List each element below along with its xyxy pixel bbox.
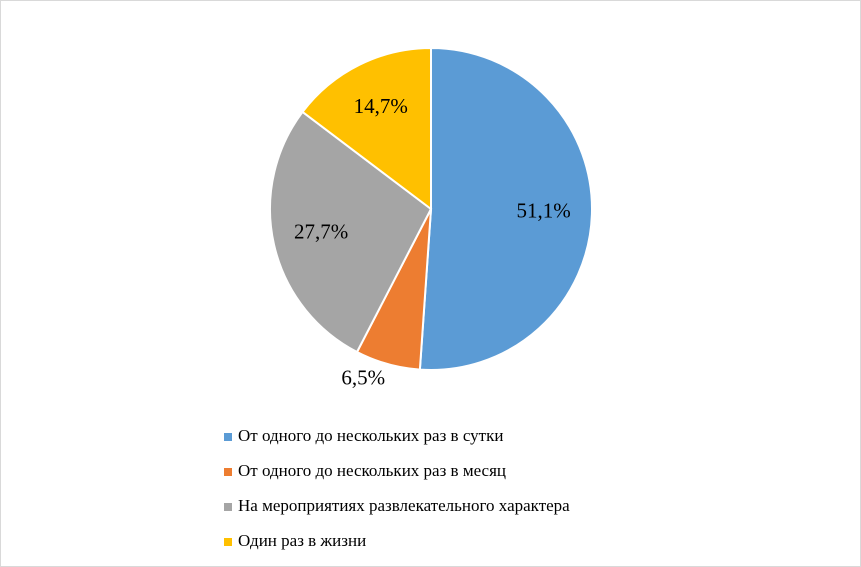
legend-label: От одного до нескольких раз в сутки [238,426,503,445]
data-label: 6,5% [341,365,385,389]
legend-marker [224,503,232,511]
legend-label: На мероприятиях развлекательного характе… [238,496,570,515]
legend-marker [224,433,232,441]
data-label: 27,7% [294,220,348,244]
legend-label: Один раз в жизни [238,531,366,550]
data-label: 51,1% [517,199,571,223]
data-label: 14,7% [354,94,408,118]
legend-label: От одного до нескольких раз в месяц [238,461,506,480]
legend-marker [224,468,232,476]
pie-slice [301,46,432,212]
pie-slice [269,110,433,354]
legend-marker [224,538,232,546]
pie-slice [418,46,593,371]
